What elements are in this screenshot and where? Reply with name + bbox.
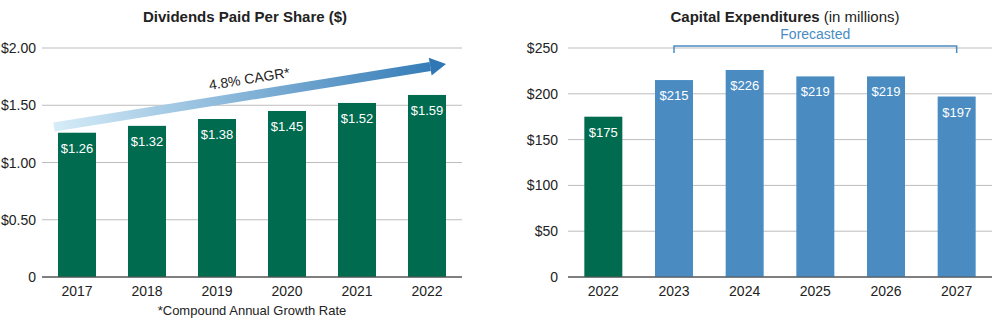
- cagr-arrow-head: [429, 58, 446, 76]
- data-label: $1.32: [131, 134, 164, 149]
- annotation: Forecasted: [780, 26, 850, 42]
- chart-root: Dividends Paid Per Share ($) 0 $0.50 $1.00 $…: [0, 0, 1000, 320]
- bar: [268, 111, 306, 277]
- tick-label: $0.50: [1, 212, 36, 228]
- forecast-bracket: [674, 46, 957, 53]
- bars: [58, 95, 446, 277]
- footnote: *Compound Annual Growth Rate: [158, 303, 347, 318]
- grid-line: [42, 162, 462, 163]
- bar: [338, 103, 376, 277]
- grid-line: [568, 277, 992, 278]
- grid-line: [42, 105, 462, 106]
- data-label: $1.45: [271, 119, 304, 134]
- bar: [655, 80, 693, 277]
- tick-label: $100: [527, 177, 558, 193]
- chart: Dividends Paid Per Share ($) 0 $0.50 $1.00 $…: [1, 8, 462, 318]
- category-label: 2023: [658, 283, 689, 299]
- axis-line: [568, 277, 992, 278]
- category-label: 2022: [411, 283, 442, 299]
- category-label: 2025: [800, 283, 831, 299]
- category-label: 2027: [941, 283, 972, 299]
- category-label: 2026: [870, 283, 901, 299]
- category-label: 2018: [131, 283, 162, 299]
- tick-label: $1.00: [1, 155, 36, 171]
- tick-label: $50: [535, 223, 559, 239]
- tick-label: 0: [28, 269, 36, 285]
- title-text: Capital Expenditures: [670, 8, 819, 25]
- tick-label: $200: [527, 86, 558, 102]
- tick-label: $2.00: [1, 40, 36, 56]
- grid-line: [568, 93, 992, 94]
- subtitle-text: (in millions): [824, 8, 900, 25]
- bar: [198, 119, 236, 277]
- category-label: 2019: [201, 283, 232, 299]
- bar: [867, 76, 905, 277]
- data-label: $226: [730, 78, 759, 93]
- data-label: $1.26: [61, 141, 94, 156]
- data-label: $197: [942, 105, 971, 120]
- annotation: 4.8% CAGR*: [208, 64, 292, 93]
- data-label: $175: [589, 125, 618, 140]
- category-label: 2022: [588, 283, 619, 299]
- title-text: Dividends Paid Per Share ($): [143, 8, 347, 25]
- data-label: $1.52: [341, 111, 374, 126]
- tick-label: 0: [550, 269, 558, 285]
- bar: [796, 76, 834, 277]
- category-label: 2020: [271, 283, 302, 299]
- grid-line: [42, 277, 462, 278]
- grid-line: [568, 139, 992, 140]
- data-label: $219: [872, 84, 901, 99]
- grid-line: [568, 231, 992, 232]
- bar: [128, 126, 166, 277]
- chart: Capital Expenditures (in millions) 0 $50 $10…: [527, 8, 992, 299]
- tick-label: $250: [527, 40, 558, 56]
- grid-line: [42, 219, 462, 220]
- category-label: 2024: [729, 283, 760, 299]
- data-label: $219: [801, 84, 830, 99]
- bar: [726, 70, 764, 277]
- bars: [584, 70, 975, 277]
- tick-label: $150: [527, 132, 558, 148]
- data-label: $1.38: [201, 127, 234, 142]
- bar: [938, 97, 976, 277]
- grid-line: [568, 48, 992, 49]
- data-label: $215: [660, 88, 689, 103]
- category-label: 2021: [341, 283, 372, 299]
- bar: [408, 95, 446, 277]
- grid-line: [568, 185, 992, 186]
- title: Dividends Paid Per Share ($): [143, 8, 347, 25]
- category-label: 2017: [61, 283, 92, 299]
- bar: [58, 133, 96, 277]
- title: Capital Expenditures (in millions): [670, 8, 899, 25]
- grid-line: [42, 48, 462, 49]
- tick-label: $1.50: [1, 97, 36, 113]
- chart-svg: Dividends Paid Per Share ($) 0 $0.50 $1.00 $…: [0, 0, 1000, 320]
- bar: [584, 117, 622, 277]
- axis-line: [42, 277, 462, 278]
- data-label: $1.59: [411, 103, 444, 118]
